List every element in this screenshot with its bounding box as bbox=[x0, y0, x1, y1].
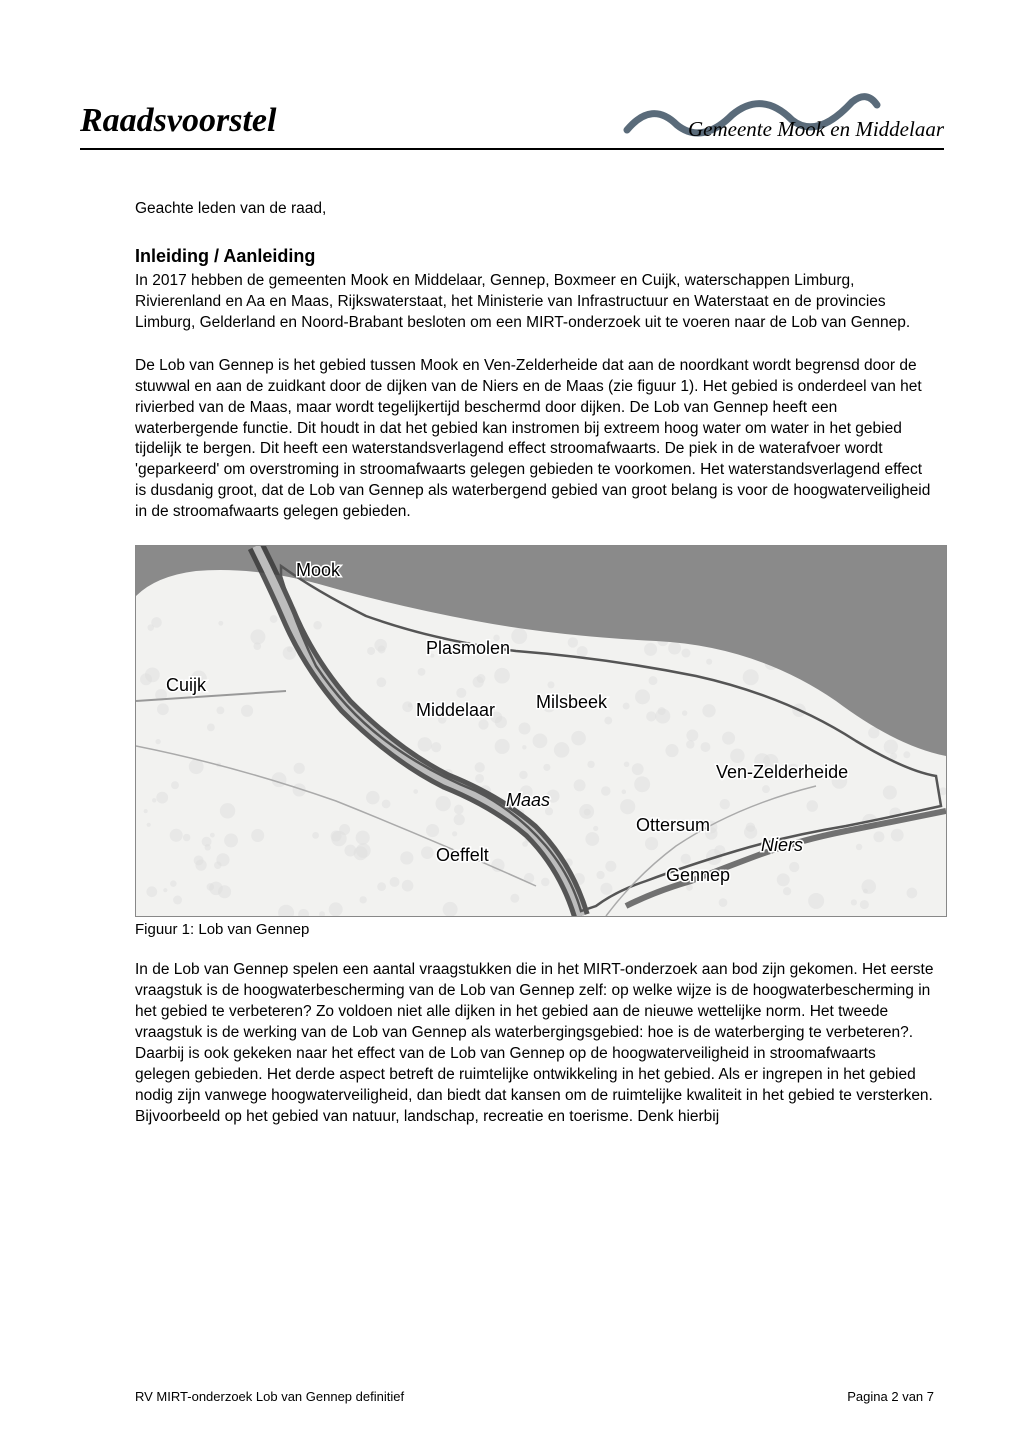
svg-text:Ven-Zelderheide: Ven-Zelderheide bbox=[716, 762, 848, 782]
figure-caption: Figuur 1: Lob van Gennep bbox=[135, 921, 934, 938]
svg-text:Middelaar: Middelaar bbox=[416, 700, 495, 720]
svg-text:Plasmolen: Plasmolen bbox=[426, 638, 510, 658]
paragraph-2: De Lob van Gennep is het gebied tussen M… bbox=[135, 356, 934, 523]
svg-text:Gennep: Gennep bbox=[666, 865, 730, 885]
svg-text:Maas: Maas bbox=[506, 790, 550, 810]
footer-right: Pagina 2 van 7 bbox=[847, 1389, 934, 1404]
svg-text:Ottersum: Ottersum bbox=[636, 815, 710, 835]
footer: RV MIRT-onderzoek Lob van Gennep definit… bbox=[135, 1389, 934, 1404]
content: Geachte leden van de raad, Inleiding / A… bbox=[80, 200, 944, 1128]
salutation: Geachte leden van de raad, bbox=[135, 200, 934, 218]
paragraph-1: In 2017 hebben de gemeenten Mook en Midd… bbox=[135, 271, 934, 334]
svg-text:Milsbeek: Milsbeek bbox=[536, 692, 608, 712]
header: Raadsvoorstel Gemeente Mook en Middelaar bbox=[80, 90, 944, 150]
svg-text:Oeffelt: Oeffelt bbox=[436, 845, 489, 865]
figure-1: Mook Cuijk Plasmolen Middelaar Milsbeek Ven-Z… bbox=[135, 545, 934, 938]
svg-text:Niers: Niers bbox=[761, 835, 803, 855]
document-title: Raadsvoorstel bbox=[80, 102, 276, 140]
org-name: Gemeente Mook en Middelaar bbox=[688, 117, 944, 142]
footer-left: RV MIRT-onderzoek Lob van Gennep definit… bbox=[135, 1389, 404, 1404]
map-figure: Mook Cuijk Plasmolen Middelaar Milsbeek Ven-Z… bbox=[135, 545, 947, 917]
svg-text:Cuijk: Cuijk bbox=[166, 675, 207, 695]
logo-block: Gemeente Mook en Middelaar bbox=[622, 90, 944, 140]
section-heading: Inleiding / Aanleiding bbox=[135, 246, 934, 267]
paragraph-3: In de Lob van Gennep spelen een aantal v… bbox=[135, 960, 934, 1127]
svg-text:Mook: Mook bbox=[296, 560, 341, 580]
page: Raadsvoorstel Gemeente Mook en Middelaar… bbox=[0, 0, 1024, 1448]
